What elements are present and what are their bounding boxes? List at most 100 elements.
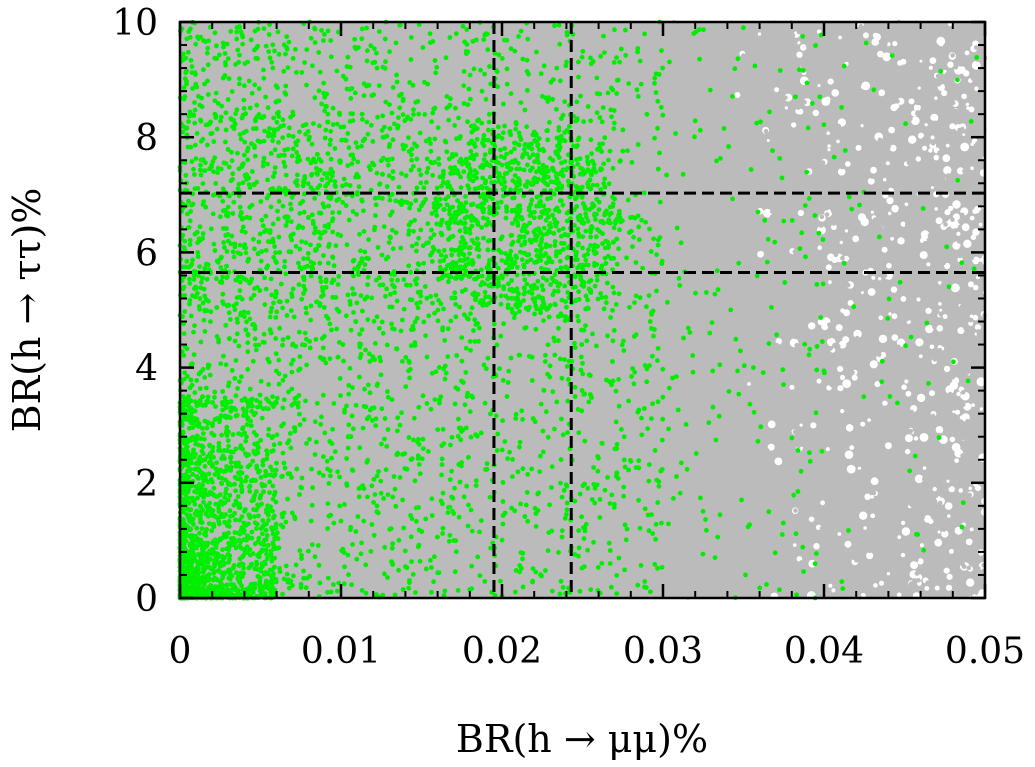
grey-point xyxy=(918,314,923,319)
green-point xyxy=(194,525,200,531)
gap-mark xyxy=(937,530,941,534)
grey-point xyxy=(667,355,673,361)
green-point xyxy=(543,568,548,573)
green-point xyxy=(401,306,407,312)
grey-point xyxy=(938,297,944,303)
green-point xyxy=(304,310,309,316)
green-point xyxy=(297,411,302,417)
green-point xyxy=(463,345,469,351)
grey-point xyxy=(845,500,851,506)
grey-point xyxy=(762,512,768,518)
green-point xyxy=(644,366,650,372)
green-point xyxy=(533,569,539,575)
grey-point xyxy=(730,568,736,573)
green-point xyxy=(282,264,287,270)
green-point xyxy=(798,468,804,474)
green-point xyxy=(495,84,501,90)
green-point xyxy=(390,175,396,181)
green-point xyxy=(212,55,218,61)
green-point xyxy=(435,318,441,324)
gap-mark xyxy=(946,573,953,580)
green-point xyxy=(576,553,581,559)
green-point xyxy=(283,519,289,525)
grey-point xyxy=(967,348,973,354)
green-point xyxy=(399,202,404,208)
green-point xyxy=(580,360,585,366)
green-point xyxy=(195,250,201,255)
grey-fill xyxy=(180,22,985,598)
green-point xyxy=(625,148,630,154)
green-point xyxy=(304,362,309,368)
grey-point xyxy=(752,285,758,290)
grey-point xyxy=(905,485,910,491)
green-point xyxy=(633,260,639,265)
green-point xyxy=(239,296,245,302)
green-point xyxy=(588,118,593,124)
grey-point xyxy=(681,520,686,525)
grey-point xyxy=(969,171,974,177)
green-point xyxy=(748,167,754,172)
green-point xyxy=(383,467,389,473)
grey-point xyxy=(729,123,734,129)
green-point xyxy=(635,142,641,147)
green-point xyxy=(312,25,317,31)
green-point xyxy=(385,492,391,498)
green-point xyxy=(379,441,384,447)
green-point xyxy=(264,448,269,454)
grey-point xyxy=(753,417,759,423)
grey-point xyxy=(809,115,814,121)
green-point xyxy=(517,444,522,450)
green-point xyxy=(692,134,697,140)
green-point xyxy=(592,500,598,506)
grey-point xyxy=(781,569,787,575)
green-point xyxy=(624,526,630,532)
green-point xyxy=(390,246,396,252)
green-point xyxy=(366,382,371,388)
grey-point xyxy=(910,237,915,243)
green-point xyxy=(289,369,295,375)
green-point xyxy=(512,48,518,54)
grey-point xyxy=(694,156,699,161)
green-point xyxy=(397,22,403,28)
grey-point xyxy=(663,234,669,239)
green-point xyxy=(387,49,392,55)
grey-point xyxy=(662,117,668,122)
grey-point xyxy=(911,526,917,531)
grey-point xyxy=(835,344,841,349)
grey-point xyxy=(695,569,701,575)
gap-mark xyxy=(836,139,840,144)
grey-point xyxy=(935,73,941,79)
green-point xyxy=(296,260,301,266)
grey-point xyxy=(802,195,807,200)
green-point xyxy=(240,224,246,230)
gap-mark xyxy=(944,262,951,270)
green-point xyxy=(325,28,331,34)
green-point xyxy=(782,280,788,285)
gap-mark xyxy=(847,300,854,306)
gap-mark xyxy=(888,312,892,316)
grey-point xyxy=(782,373,787,379)
green-point xyxy=(693,290,698,296)
green-point xyxy=(262,559,267,565)
grey-point xyxy=(851,461,857,466)
green-point xyxy=(632,215,638,221)
grey-point xyxy=(956,429,962,435)
green-point xyxy=(465,119,470,125)
green-point xyxy=(644,304,649,309)
green-point xyxy=(344,456,349,461)
green-point xyxy=(475,554,481,560)
green-point xyxy=(965,378,971,384)
grey-point xyxy=(890,520,895,525)
gap-mark xyxy=(916,297,921,302)
grey-point xyxy=(680,244,686,249)
green-point xyxy=(278,522,284,528)
green-point xyxy=(566,377,571,382)
green-point xyxy=(212,98,218,104)
grey-point xyxy=(713,254,718,260)
grey-point xyxy=(890,354,896,360)
grey-point xyxy=(844,517,850,523)
green-point xyxy=(757,585,763,591)
grey-point xyxy=(920,283,925,289)
grey-point xyxy=(840,553,846,559)
green-point xyxy=(617,59,622,65)
